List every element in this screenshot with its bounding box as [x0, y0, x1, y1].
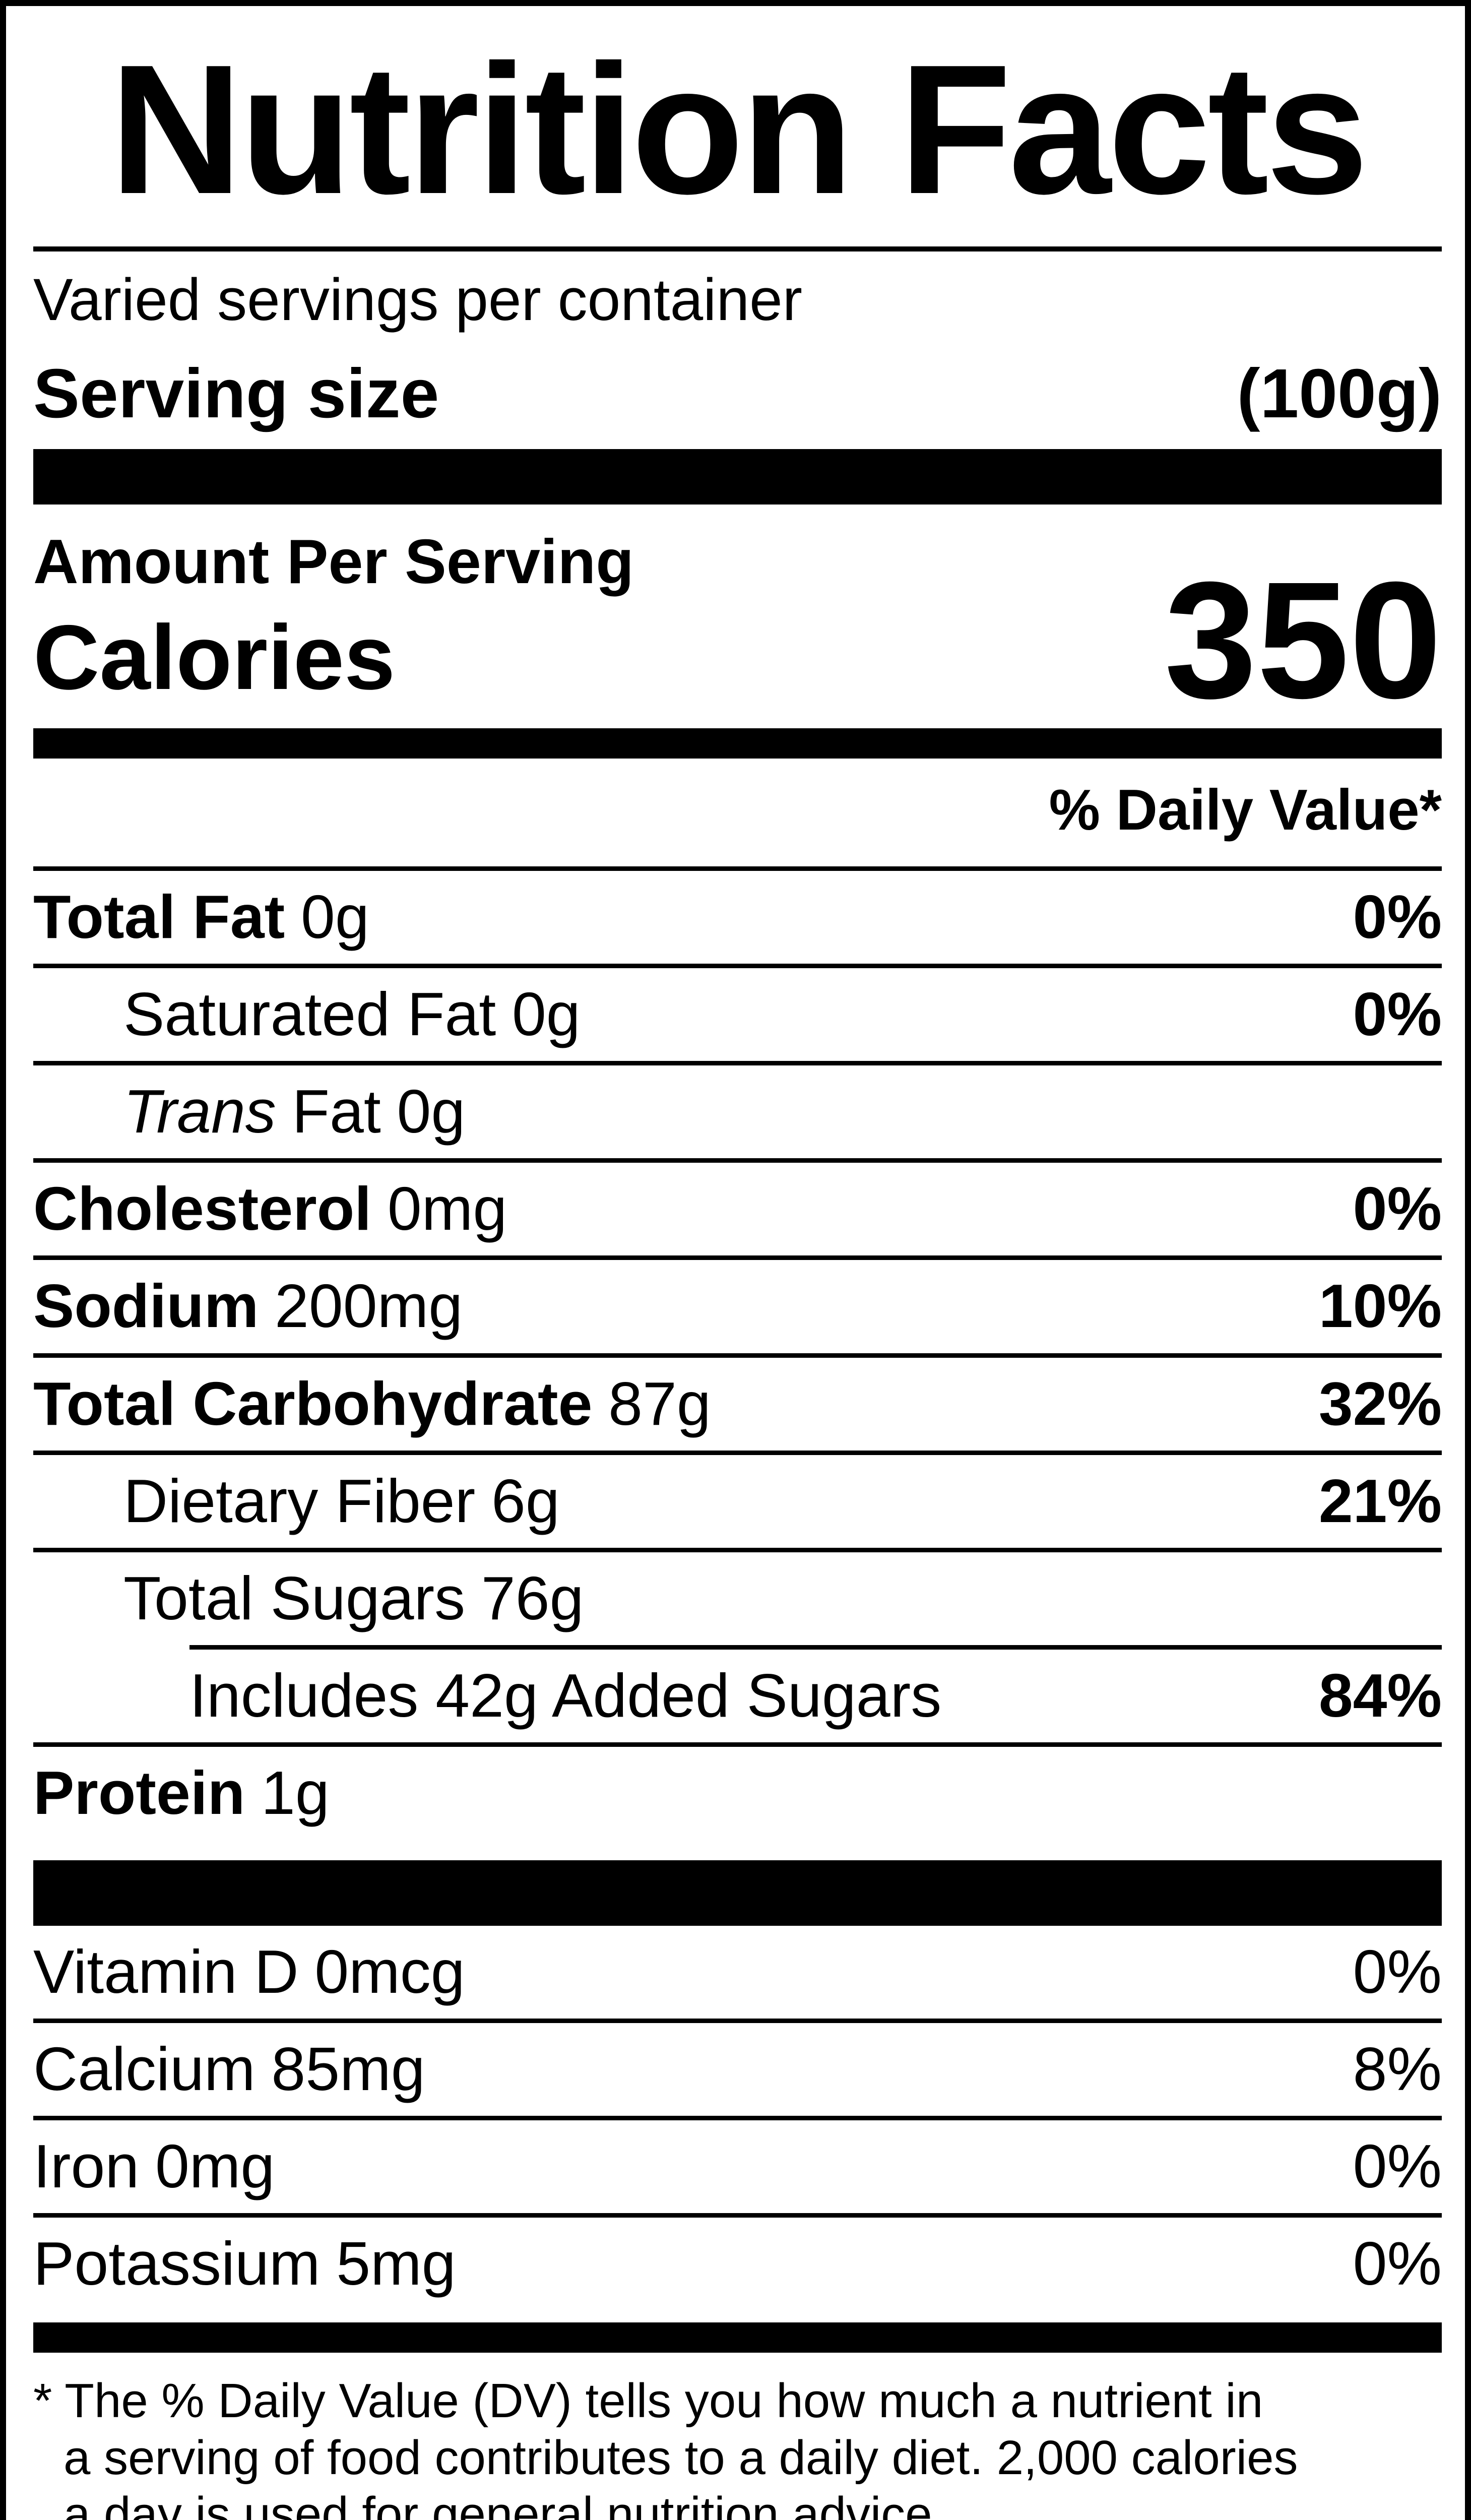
nutrient-row-protein: Protein 1g [33, 1742, 1442, 1840]
medium-separator-bar [33, 728, 1442, 759]
nutrient-dv: 10% [1318, 1272, 1442, 1341]
nutrient-dv: 0% [1353, 2131, 1442, 2200]
nutrient-dv: 0% [1353, 979, 1442, 1048]
nutrient-dv: 21% [1318, 1466, 1442, 1535]
vitamin-row-iron: Iron 0mg 0% [33, 2115, 1442, 2213]
footnote-line: * The % Daily Value (DV) tells you how m… [33, 2374, 1263, 2428]
nutrient-name: Total Fat 0g [33, 882, 369, 951]
nutrient-name: Sodium 200mg [33, 1272, 463, 1341]
nutrient-name: Protein 1g [33, 1758, 330, 1828]
medium-separator-bar [33, 2322, 1442, 2353]
vitamin-row-vitamin-d: Vitamin D 0mcg 0% [33, 1926, 1442, 2019]
nutrient-name: Potassium 5mg [33, 2229, 456, 2298]
amount-per-serving-label: Amount Per Serving [33, 527, 634, 597]
nutrient-row-sodium: Sodium 200mg 10% [33, 1255, 1442, 1353]
calories-label: Calories [33, 606, 396, 709]
nutrient-name: Saturated Fat 0g [123, 979, 581, 1048]
added-sugars-inner: Includes 42g Added Sugars 84% [189, 1645, 1442, 1742]
thick-separator-bar [33, 1860, 1442, 1926]
nutrient-row-dietary-fiber: Dietary Fiber 6g 21% [33, 1450, 1442, 1548]
nutrient-dv: 0% [1353, 2229, 1442, 2298]
nutrient-row-trans-fat: Trans Fat 0g [33, 1061, 1442, 1158]
nutrient-name: Total Sugars 76g [123, 1564, 584, 1633]
nutrient-row-saturated-fat: Saturated Fat 0g 0% [33, 963, 1442, 1061]
footnote-line: a day is used for general nutrition advi… [63, 2487, 946, 2520]
label-title: Nutrition Facts [109, 26, 1368, 232]
nutrient-dv: 32% [1318, 1369, 1442, 1438]
nutrient-name: Calcium 85mg [33, 2034, 425, 2103]
calories-left-column: Amount Per Serving Calories [33, 527, 634, 709]
daily-value-footnote: * The % Daily Value (DV) tells you how m… [33, 2373, 1442, 2520]
footnote-line: a serving of food contributes to a daily… [63, 2430, 1298, 2485]
nutrient-name: Total Carbohydrate 87g [33, 1369, 711, 1438]
nutrient-name: Cholesterol 0mg [33, 1174, 507, 1243]
serving-size-row: Serving size (100g) [33, 354, 1442, 434]
nutrient-row-cholesterol: Cholesterol 0mg 0% [33, 1158, 1442, 1255]
nutrient-row-total-carbohydrate: Total Carbohydrate 87g 32% [33, 1353, 1442, 1451]
nutrient-dv: 8% [1353, 2034, 1442, 2103]
nutrient-dv: 0% [1353, 1937, 1442, 2006]
serving-size-label: Serving size [33, 355, 439, 433]
nutrient-dv: 0% [1353, 882, 1442, 951]
vitamin-row-calcium: Calcium 85mg 8% [33, 2018, 1442, 2116]
title-divider-rule [33, 246, 1442, 251]
thick-separator-bar [33, 449, 1442, 505]
nutrient-row-added-sugars: Includes 42g Added Sugars 84% [33, 1645, 1442, 1742]
nutrient-name: Iron 0mg [33, 2131, 275, 2200]
nutrient-dv: 0% [1353, 1174, 1442, 1243]
nutrient-name: Vitamin D 0mcg [33, 1937, 465, 2006]
servings-per-container-text: Varied servings per container [33, 266, 803, 333]
serving-size-value: (100g) [1237, 355, 1442, 433]
calories-value: 350 [1164, 546, 1442, 733]
nutrient-name: Includes 42g Added Sugars [189, 1661, 942, 1730]
vitamin-row-potassium: Potassium 5mg 0% [33, 2213, 1442, 2310]
daily-value-header: % Daily Value* [1049, 778, 1442, 843]
vitamin-rows: Vitamin D 0mcg 0% Calcium 85mg 8% Iron 0mg … [33, 1926, 1442, 2311]
nutrient-dv: 84% [1318, 1661, 1442, 1730]
nutrient-name: Trans Fat 0g [123, 1077, 466, 1146]
nutrient-name: Dietary Fiber 6g [123, 1466, 560, 1535]
nutrient-row-total-fat: Total Fat 0g 0% [33, 866, 1442, 964]
calories-section: Amount Per Serving Calories 350 [33, 527, 1442, 733]
nutrient-rows: Total Fat 0g 0% Saturated Fat 0g 0% Trans F… [33, 866, 1442, 1840]
nutrient-row-total-sugars: Total Sugars 76g [33, 1548, 1442, 1645]
